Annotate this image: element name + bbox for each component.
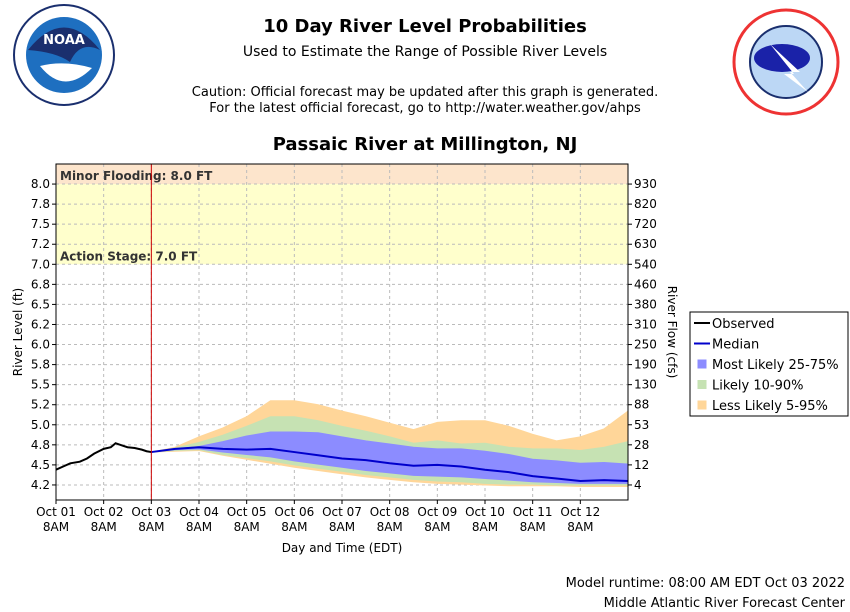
observed-line [55,442,152,471]
x-tick-sublabel: 8AM [91,520,117,534]
y-tick-label: 5.5 [31,378,50,392]
x-tick-label: Oct 03 [131,505,171,519]
y-axis-label: River Level (ft) [11,288,25,376]
y2-tick-label: 250 [634,338,657,352]
center: Middle Atlantic River Forecast Center [604,596,846,611]
x-tick-label: Oct 12 [560,505,600,519]
y-tick-label: 6.2 [31,317,50,331]
subtitle: Used to Estimate the Range of Possible R… [243,44,607,60]
y2-tick-label: 190 [634,358,657,372]
median-line [151,446,629,482]
legend-box [689,311,849,417]
chart-title: Passaic River at Millington, NJ [273,134,578,155]
legend-label: Median [712,338,759,353]
nws-logo [732,8,840,116]
x-tick-sublabel: 8AM [234,520,260,534]
y2-tick-label: 820 [634,197,657,211]
noaa-logo: NOAA [13,4,115,106]
x-tick-sublabel: 8AM [186,520,212,534]
y-tick-label: 8.0 [31,177,50,191]
y-tick-label: 4.8 [31,438,50,452]
y2-tick-label: 88 [634,398,649,412]
y2-tick-label: 630 [634,237,657,251]
x-tick-label: Oct 02 [84,505,124,519]
link: For the latest official forecast, go to … [209,101,641,116]
x-tick-label: Oct 10 [465,505,505,519]
x-tick-sublabel: 8AM [424,520,450,534]
x-tick-sublabel: 8AM [329,520,355,534]
y-tick-label: 5.0 [31,418,50,432]
x-tick-sublabel: 8AM [520,520,546,534]
x-tick-sublabel: 8AM [567,520,593,534]
x-tick-sublabel: 8AM [43,520,69,534]
x-tick-sublabel: 8AM [281,520,307,534]
y2-tick-label: 540 [634,257,657,271]
stage-label: Minor Flooding: 8.0 FT [60,169,213,183]
x-tick-sublabel: 8AM [138,520,164,534]
y2-tick-label: 460 [634,277,657,291]
y2-tick-label: 4 [634,478,642,492]
legend-swatch [697,359,707,369]
y-tick-label: 6.5 [31,297,50,311]
legend-label: Most Likely 25-75% [712,358,839,373]
x-tick-label: Oct 09 [417,505,457,519]
stage-label: Action Stage: 7.0 FT [60,249,198,263]
legend-label: Observed [712,317,775,332]
x-tick-label: Oct 06 [274,505,314,519]
y-tick-label: 7.0 [31,257,50,271]
y-tick-label: 6.0 [31,338,50,352]
x-tick-label: Oct 05 [227,505,267,519]
y-tick-label: 7.2 [31,237,50,251]
y2-axis-label: River Flow (cfs) [665,286,679,379]
legend-label: Less Likely 5-95% [712,399,828,414]
y-tick-label: 7.5 [31,217,50,231]
y2-tick-label: 720 [634,217,657,231]
y2-tick-label: 310 [634,317,657,331]
x-tick-sublabel: 8AM [377,520,403,534]
runtime: Model runtime: 08:00 AM EDT Oct 03 2022 [566,576,845,591]
y-tick-label: 4.2 [31,478,50,492]
y-tick-label: 7.8 [31,197,50,211]
svg-text:NOAA: NOAA [43,33,85,48]
y2-tick-label: 130 [634,378,657,392]
y2-tick-label: 380 [634,297,657,311]
y-tick-label: 5.2 [31,398,50,412]
x-axis-label: Day and Time (EDT) [282,541,403,555]
legend-swatch [697,380,707,389]
y-tick-label: 4.5 [31,458,50,472]
y-tick-label: 5.8 [31,358,50,372]
y-tick-label: 6.8 [31,277,50,291]
legend-swatch [697,400,707,410]
y2-tick-label: 12 [634,458,649,472]
x-tick-label: Oct 04 [179,505,219,519]
caution: Caution: Official forecast may be update… [192,85,658,100]
stage-zone [56,164,628,185]
x-tick-label: Oct 11 [513,505,553,519]
x-tick-label: Oct 08 [370,505,410,519]
title: 10 Day River Level Probabilities [263,16,587,37]
y2-tick-label: 930 [634,177,657,191]
legend-label: Likely 10-90% [712,379,803,394]
x-tick-label: Oct 01 [36,505,76,519]
y2-tick-label: 28 [634,438,649,452]
x-tick-label: Oct 07 [322,505,362,519]
x-tick-sublabel: 8AM [472,520,498,534]
y2-tick-label: 53 [634,418,649,432]
